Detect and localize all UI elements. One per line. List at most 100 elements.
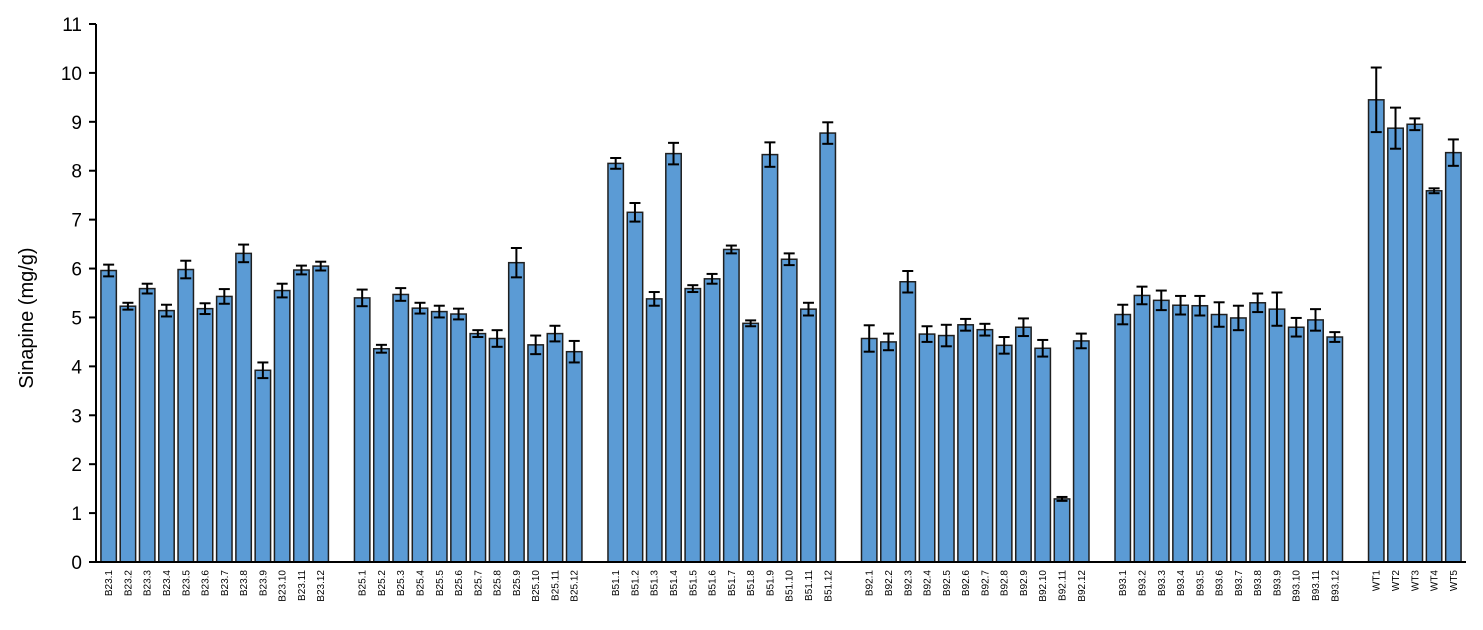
bar [469,332,487,563]
x-tick-label: B93.5 [1195,570,1206,597]
x-tick-label: B51.9 [765,570,776,597]
x-tick-label: B23.2 [123,570,134,597]
x-tick-label: B23.12 [316,570,327,602]
y-tick-label: 5 [71,308,82,329]
x-tick-label: B51.3 [650,570,661,597]
bar [1053,498,1071,563]
bar [430,310,448,563]
y-axis-label: Sinapine (mg/g) [16,247,38,388]
bar [1268,308,1286,563]
x-tick-label: B93.9 [1272,570,1283,597]
x-tick-label: B93.4 [1176,570,1187,597]
x-tick-label: B23.6 [201,570,212,597]
bar [1172,304,1190,563]
bar [353,297,371,563]
x-tick-label: B51.4 [669,570,680,597]
x-tick-label: B92.1 [865,570,876,597]
bar [254,369,272,563]
bar [800,308,817,563]
x-tick-label: B93.1 [1118,570,1129,597]
x-tick-label: B92.6 [961,570,972,597]
bar [1249,302,1267,563]
bar [1307,319,1324,563]
x-tick-label: B92.3 [903,570,914,597]
x-tick-label: B93.6 [1215,570,1226,597]
bar [918,333,936,563]
y-tick-label: 3 [71,406,82,427]
y-axis: 0 1 2 3 4 5 6 7 8 9 10 11 [61,15,97,574]
bar [607,162,625,563]
x-tick-label: B23.4 [162,570,173,597]
x-tick-label: B25.4 [415,570,426,597]
bar [527,344,545,563]
bar [546,332,564,563]
bar [215,295,233,563]
bar [177,268,195,563]
bar [1034,347,1052,563]
x-tick-label: B25.12 [570,570,581,602]
bar [899,281,917,563]
bar [742,322,760,563]
bar [292,269,310,563]
bar [392,293,410,563]
y-tick-label: 11 [62,15,82,36]
bar [100,269,118,563]
x-axis: B23.1 B23.2 B23.3 B23.4 B23.5 B23.6 B23.7 B23.8… [96,561,1466,602]
x-tick-label: B92.8 [1000,570,1011,597]
bar [450,313,468,563]
bar [372,348,390,563]
error-bars [103,66,1459,502]
y-tick-label: 10 [61,64,82,85]
x-tick-label: B25.9 [512,570,523,597]
x-tick-label: B92.2 [884,570,895,597]
bar [665,152,682,563]
x-tick-label: B25.10 [531,570,542,602]
bar [1210,313,1228,563]
bar [995,344,1013,563]
bar [1287,326,1305,563]
y-tick-label: 4 [71,357,82,378]
bar [411,307,429,563]
x-tick-label: B92.7 [980,570,991,597]
bar [1114,313,1132,563]
bar [235,252,253,563]
bar [819,132,837,563]
bar [273,289,291,563]
bar [488,337,506,563]
x-tick-label: B23.11 [297,570,308,601]
x-tick-label: B92.10 [1038,570,1049,602]
y-tick-label: 9 [71,113,82,134]
x-tick-label: B92.4 [923,570,934,597]
x-tick-label: B23.5 [181,570,192,597]
x-tick-label: B93.7 [1234,570,1245,597]
x-tick-label: B92.12 [1077,570,1088,602]
y-tick-label: 7 [71,211,82,232]
x-tick-label: B25.2 [377,570,388,597]
x-tick-label: B23.10 [278,570,289,602]
x-tick-label: B92.9 [1019,570,1030,597]
x-tick-label: B51.11 [804,570,815,601]
x-tick-label: B93.2 [1138,570,1149,597]
bar [1406,123,1424,563]
bar [1326,336,1344,563]
bar [158,309,175,563]
x-tick-label: B51.8 [746,570,757,597]
bar [196,307,214,563]
x-tick-label: B93.10 [1292,570,1303,602]
x-tick-label: WT2 [1391,570,1402,592]
x-tick-label: B23.7 [220,570,231,597]
x-tick-label: B92.5 [942,570,953,597]
bar [626,211,644,563]
x-tick-label: B93.3 [1157,570,1168,597]
x-tick-label: B93.11 [1311,570,1322,601]
bar [312,265,330,563]
x-tick-label: B51.2 [630,570,641,597]
bar [119,305,137,563]
x-tick-label: WT1 [1372,570,1383,592]
bar [780,258,798,563]
bar [722,248,740,563]
x-tick-label: B25.5 [435,570,446,597]
x-tick-label: B93.8 [1253,570,1264,597]
bar [860,337,878,563]
bar [937,334,955,563]
